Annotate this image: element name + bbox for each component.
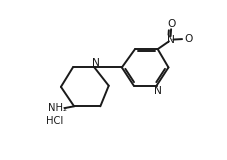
- Text: NH₂: NH₂: [48, 103, 67, 113]
- Text: N: N: [167, 35, 175, 44]
- Text: N: N: [92, 58, 99, 68]
- Text: HCl: HCl: [46, 116, 64, 126]
- Text: O: O: [167, 19, 175, 29]
- Text: O: O: [185, 34, 193, 44]
- Text: N: N: [153, 86, 161, 96]
